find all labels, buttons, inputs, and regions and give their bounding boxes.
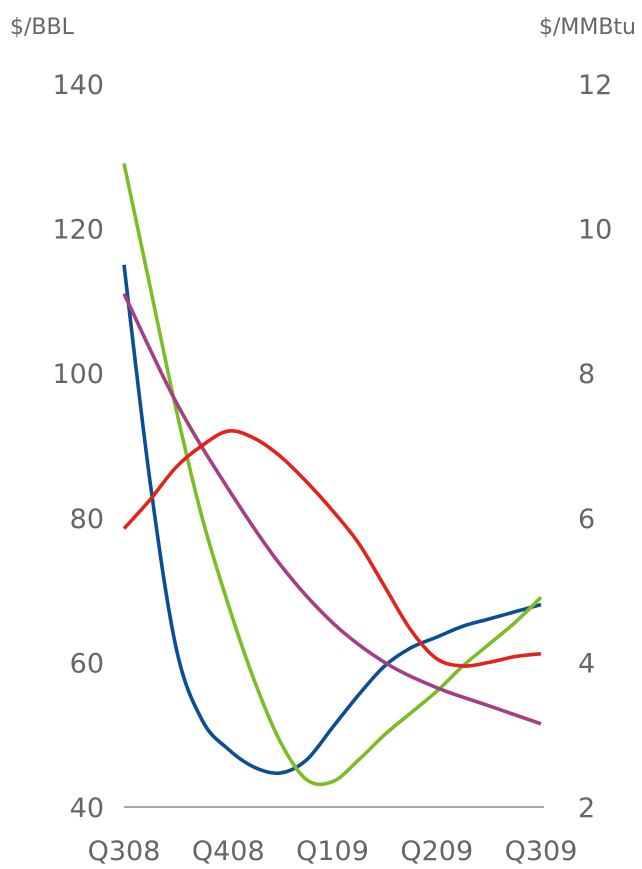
series-line-4: [122, 429, 542, 668]
y-right-tick-label: 4: [578, 648, 595, 679]
y-right-axis-label: $/MMBtu: [539, 15, 636, 40]
y-right-tick-label: 2: [578, 793, 595, 824]
series-line-3: [122, 292, 542, 726]
y-right-tick-label: 8: [578, 359, 595, 390]
series-line-2: [122, 163, 543, 787]
y-left-tick-label: 140: [52, 70, 104, 101]
series-line-1: [122, 264, 542, 776]
y-right-tick-label: 12: [578, 70, 612, 101]
y-left-tick-labels: 40 60 80 100 120 140: [52, 70, 104, 824]
y-left-axis-label: $/BBL: [10, 15, 75, 40]
y-left-tick-label: 100: [52, 359, 104, 390]
x-tick-label: Q109: [296, 836, 369, 867]
y-right-tick-label: 10: [578, 215, 612, 246]
series-layer: [122, 163, 543, 787]
y-left-tick-label: 80: [70, 504, 104, 535]
x-tick-label: Q309: [505, 836, 578, 867]
y-left-tick-label: 120: [52, 215, 104, 246]
x-tick-label: Q209: [400, 836, 473, 867]
y-right-tick-label: 6: [578, 504, 595, 535]
y-left-tick-label: 40: [70, 793, 104, 824]
x-tick-label: Q408: [192, 836, 265, 867]
x-tick-label: Q308: [88, 836, 161, 867]
y-left-tick-label: 60: [70, 648, 104, 679]
x-tick-labels: Q308 Q408 Q109 Q209 Q309: [88, 836, 578, 867]
y-right-tick-labels: 2 4 6 8 10 12: [578, 70, 612, 824]
